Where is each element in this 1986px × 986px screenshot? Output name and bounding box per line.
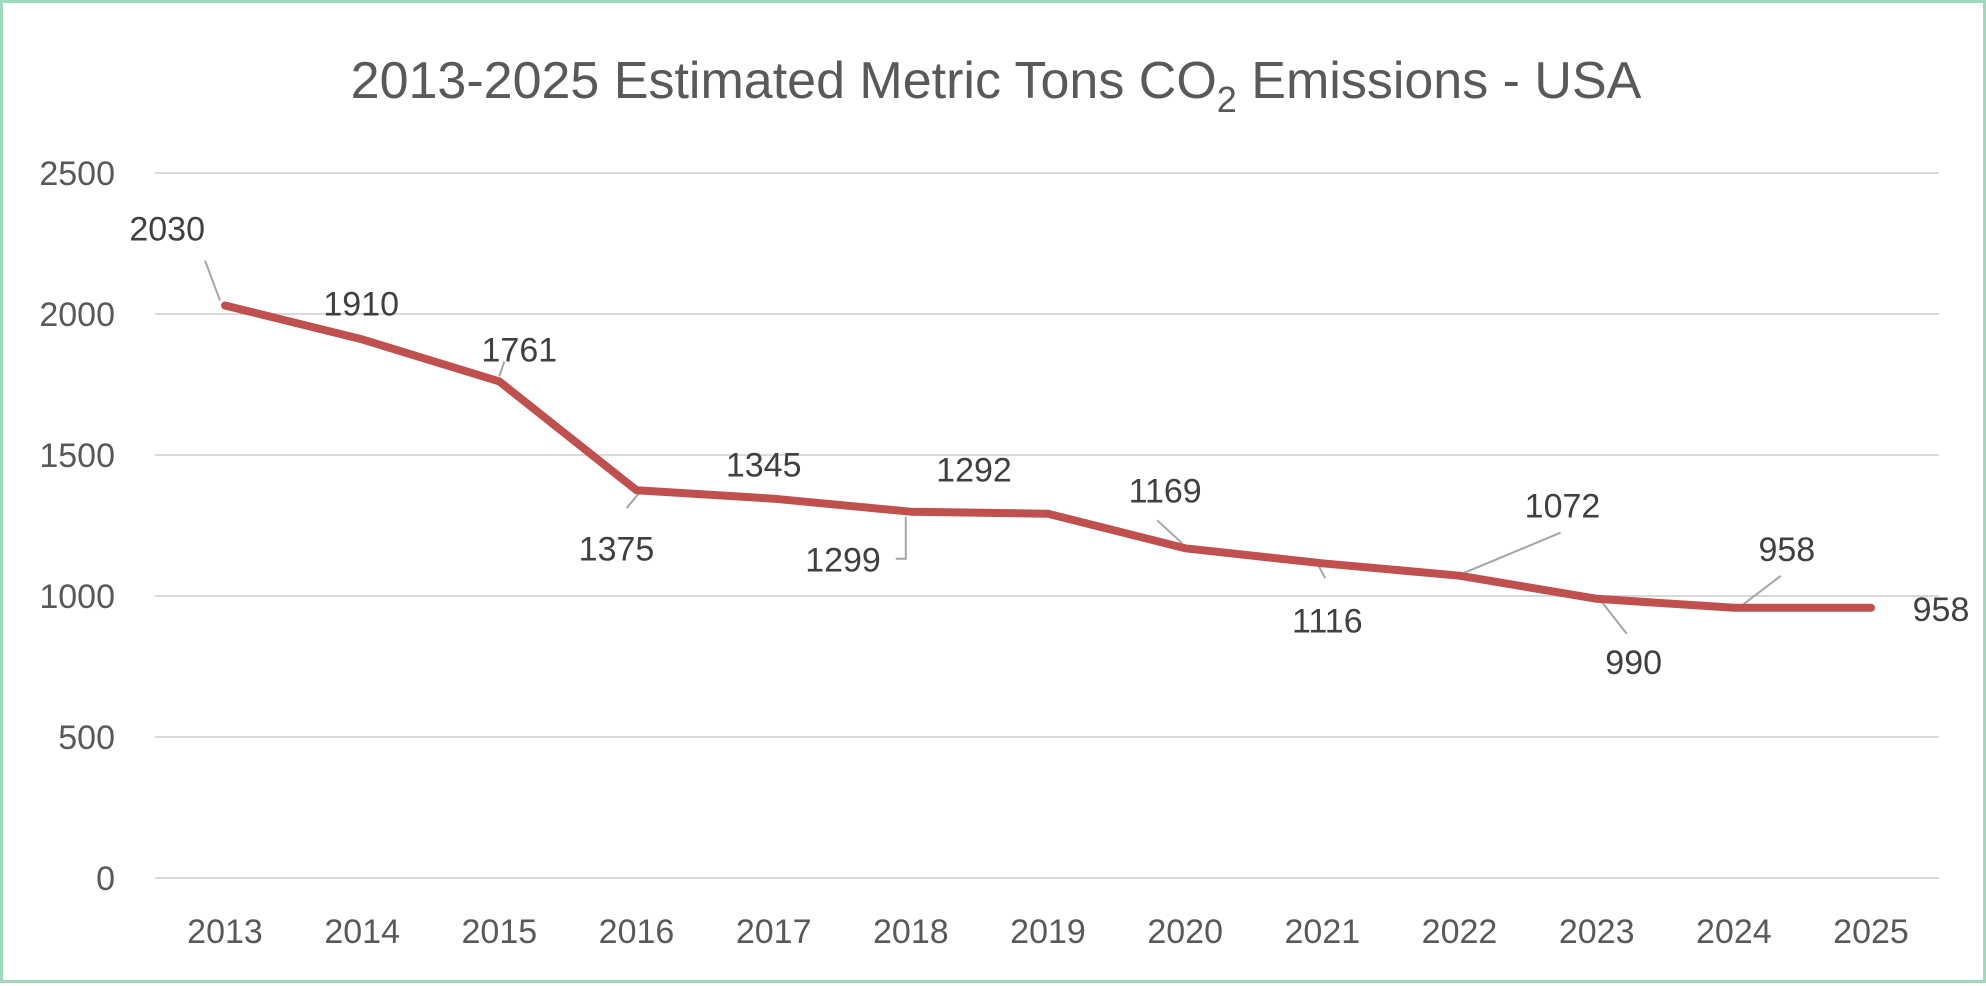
x-tick-label: 2023 — [1559, 913, 1635, 951]
y-tick-label: 1000 — [39, 578, 115, 616]
x-tick-label: 2021 — [1285, 913, 1361, 951]
line-chart: 2013-2025 Estimated Metric Tons CO2 Emis… — [39, 52, 1969, 951]
y-tick-label: 2000 — [39, 296, 115, 334]
label-leader-line — [204, 260, 221, 301]
label-leader-line — [1738, 575, 1782, 609]
data-label: 958 — [1758, 531, 1815, 569]
data-labels: 2030 1910 1761 1375 1345 1299 1292 1169 1116 1072… — [129, 211, 1969, 682]
data-label: 1345 — [726, 447, 802, 485]
x-tick-label: 2024 — [1696, 913, 1772, 951]
y-tick-label: 2500 — [39, 155, 115, 193]
y-tick-label: 500 — [58, 719, 115, 757]
data-label: 1116 — [1292, 602, 1363, 640]
data-label: 990 — [1605, 644, 1662, 682]
data-label: 1072 — [1525, 488, 1601, 526]
x-tick-label: 2013 — [187, 913, 263, 951]
data-label: 1292 — [936, 452, 1012, 490]
series-line — [221, 301, 1875, 612]
x-tick-label: 2016 — [599, 913, 675, 951]
data-label: 1169 — [1129, 472, 1202, 510]
data-label: 1299 — [805, 542, 881, 580]
x-tick-label: 2014 — [324, 913, 400, 951]
y-tick-label: 0 — [96, 860, 115, 898]
x-tick-label: 2025 — [1833, 913, 1909, 951]
x-tick-label: 2018 — [873, 913, 949, 951]
label-leader-line — [1464, 531, 1561, 574]
gridlines — [155, 172, 1939, 879]
chart-title: 2013-2025 Estimated Metric Tons CO2 Emis… — [351, 52, 1642, 120]
y-tick-label: 1500 — [39, 437, 115, 475]
data-label: 1910 — [323, 285, 399, 323]
x-axis-ticks: 2013 2014 2015 2016 2017 2018 2019 2020 2021 2022… — [187, 913, 1909, 951]
data-label: 1761 — [482, 331, 558, 369]
x-tick-label: 2019 — [1010, 913, 1086, 951]
label-leader-line — [1600, 601, 1628, 635]
label-leader-line — [895, 516, 907, 560]
series — [221, 301, 1875, 612]
x-tick-label: 2017 — [736, 913, 812, 951]
label-leader-line — [1156, 519, 1183, 545]
x-tick-label: 2015 — [462, 913, 538, 951]
label-leader-line — [498, 361, 506, 377]
label-leaders — [204, 260, 1782, 635]
y-axis-ticks: 0 500 1000 1500 2000 2500 — [39, 155, 115, 898]
data-label: 958 — [1913, 591, 1970, 629]
x-tick-label: 2020 — [1147, 913, 1223, 951]
data-label: 2030 — [129, 211, 205, 249]
x-tick-label: 2022 — [1422, 913, 1498, 951]
data-label: 1375 — [579, 530, 655, 568]
